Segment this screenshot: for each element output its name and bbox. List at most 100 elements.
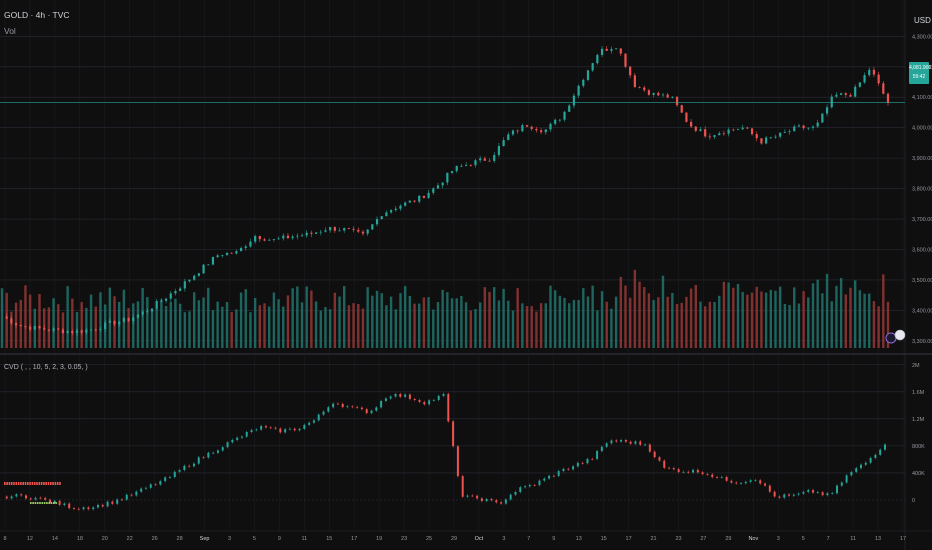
volume-bar [825,273,829,348]
cvd-signal-marker [52,482,54,485]
cvd-candle [495,500,498,503]
cvd-candle [461,476,464,497]
candle-body [685,112,688,122]
candle-body [488,160,491,162]
cvd-candle [168,477,171,478]
cvd-candle [356,406,359,408]
cvd-candle [423,401,426,405]
cvd-candle [572,466,575,470]
time-tick-label: 15 [601,536,607,542]
candle-body [258,236,261,240]
cvd-tick-label: 800K [912,444,925,450]
price-tick-label: 3,800.000 [912,187,932,193]
candle-body [75,330,79,334]
candle-body [343,228,346,231]
volume-bar [886,301,890,348]
candle-body [385,212,388,217]
cvd-candle [624,440,627,442]
candle-body [272,239,275,241]
cvd-candle [288,428,291,430]
volume-bar [699,301,702,348]
volume-bar [146,297,149,348]
volume-bar [591,285,594,348]
time-tick-label: 17 [351,536,357,542]
volume-bar [830,301,833,348]
candle-body [732,129,735,131]
cvd-candle [130,494,133,496]
cvd-candle [562,468,565,472]
candle-body [727,129,730,134]
candle-body [89,329,93,331]
candle-body [502,140,505,147]
volume-bar [197,300,201,348]
volume-bar [183,312,187,348]
volume-bar [619,276,622,348]
cvd-legend[interactable]: CVD ( , , 10, 5, 2, 3, 0.05, ) [4,364,88,371]
candle-body [497,146,501,155]
cvd-tick-label: 1.2M [912,417,925,423]
volume-bar [441,289,444,348]
time-tick-label: 9 [552,536,555,542]
cvd-signal-marker [46,502,48,504]
volume-bar [394,309,397,348]
cvd-candle [807,490,810,492]
volume-bar [643,287,646,348]
cvd-candle [754,480,757,482]
cvd-candle [840,482,843,486]
cvd-candle [490,499,493,501]
volume-bar [230,312,233,348]
volume-bar [774,290,777,348]
cvd-candle [524,486,527,488]
cvd-candle [706,474,709,475]
currency-label[interactable]: USD [914,16,931,25]
candle-body [535,128,538,131]
cvd-candle [735,482,738,484]
cvd-signal-marker [54,482,57,485]
cvd-candle [92,507,95,510]
cvd-candle [394,393,397,397]
volume-bar [235,309,238,348]
cvd-signal-marker [47,482,50,485]
cvd-signal-marker [40,482,43,485]
cvd-candle [269,427,272,429]
volume-bar [769,289,773,348]
candle-body [863,75,866,83]
cvd-candle [850,471,853,476]
candle-body [179,288,182,292]
time-tick-label: 17 [900,536,906,542]
time-tick-label: 3 [228,536,231,542]
symbol-title[interactable]: GOLD · 4h · TVC [4,10,70,20]
volume-bar [193,292,196,348]
cvd-candle [212,452,215,454]
volume-bar [132,303,135,348]
volume-bar [778,286,782,348]
volume-bar [47,307,51,348]
volume-bar [624,285,627,348]
volume-bar [277,299,280,348]
volume-bar [408,295,412,348]
volume-bar [835,285,838,348]
cvd-candle [101,504,104,507]
cvd-candle [879,449,882,455]
volume-bar [366,287,369,348]
cvd-signal-marker [38,482,41,485]
volume-bar [314,301,318,348]
volume-bar [675,303,679,348]
cvd-candle [672,468,675,470]
time-tick-label: 14 [52,536,58,542]
cvd-candle [711,474,714,478]
cvd-signal-marker [59,482,61,485]
price-tick-label: 4,300.000 [912,34,932,40]
cvd-candle [10,496,13,499]
candle-body [511,130,515,135]
candle-body [61,329,65,334]
volume-bar [657,297,660,348]
candle-body [216,255,219,258]
volume-bar [764,292,768,348]
volume-bar [516,288,519,348]
time-tick-label: 13 [875,536,881,542]
cvd-candle [183,465,186,471]
cvd-candle [221,447,224,451]
cvd-candle [581,462,584,464]
